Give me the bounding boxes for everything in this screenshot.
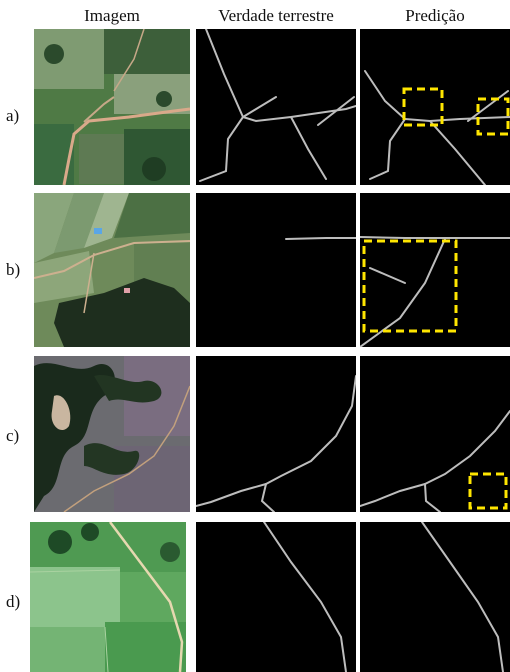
satellite-image-d (30, 522, 186, 672)
prediction-mask-c (360, 356, 510, 512)
highlight-box-b-1 (362, 239, 458, 333)
row-label-a: a) (6, 106, 20, 125)
ground-truth-mask-b (196, 193, 356, 347)
ground-truth-mask-d (196, 522, 356, 672)
highlight-box-a-2 (476, 97, 510, 136)
column-header-prediction: Predição (405, 6, 465, 25)
ground-truth-mask-a (196, 29, 356, 185)
column-header-image: Imagem (84, 6, 140, 25)
highlight-box-a-1 (402, 87, 444, 127)
highlight-box-c-1 (468, 472, 508, 510)
row-label-b: b) (6, 260, 21, 279)
column-header-ground-truth: Verdade terrestre (218, 6, 334, 25)
satellite-image-b (34, 193, 190, 347)
prediction-mask-a (360, 29, 510, 185)
row-label-c: c) (6, 426, 20, 445)
satellite-image-c (34, 356, 190, 512)
prediction-mask-d (360, 522, 510, 672)
satellite-image-a (34, 29, 190, 185)
prediction-mask-b (360, 193, 510, 347)
row-label-d: d) (6, 592, 21, 611)
ground-truth-mask-c (196, 356, 356, 512)
